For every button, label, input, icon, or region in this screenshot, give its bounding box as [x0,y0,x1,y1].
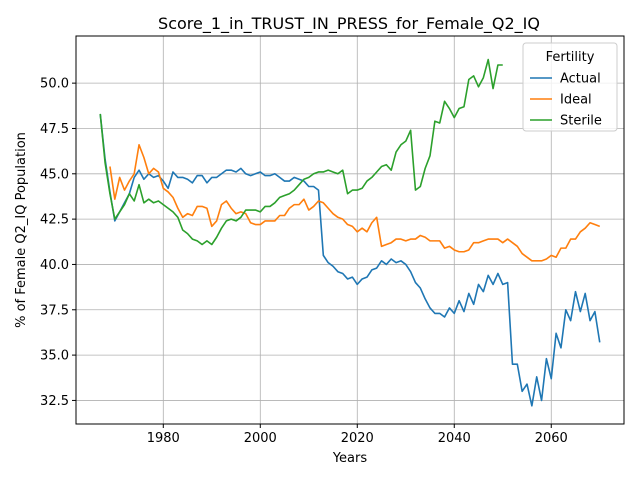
y-tick-label: 45.0 [40,167,69,182]
y-tick-label: 47.5 [40,122,69,137]
y-axis-ticks: 32.5 35.0 37.5 40.0 42.5 45.0 47.5 50.0 [40,77,76,409]
legend-label-sterile: Sterile [560,114,602,129]
legend-title: Fertility [546,50,595,65]
y-axis-label: % of Female Q2_IQ Population [14,132,29,328]
y-tick-label: 50.0 [40,77,69,92]
x-tick-label: 2040 [438,431,471,446]
legend-label-actual: Actual [560,72,601,87]
x-axis-label: Years [332,451,368,466]
x-axis-ticks: 1980 2000 2020 2040 2060 [147,424,568,446]
legend: Fertility Actual Ideal Sterile [522,42,618,132]
y-tick-label: 42.5 [40,213,69,228]
x-tick-label: 1980 [147,431,180,446]
y-tick-label: 32.5 [40,394,69,409]
y-tick-label: 35.0 [40,349,69,364]
series-lines [99,58,601,407]
legend-label-ideal: Ideal [560,93,592,108]
x-tick-label: 2020 [341,431,374,446]
series-line-actual [99,113,601,407]
chart-title: Score_1_in_TRUST_IN_PRESS_for_Female_Q2_… [158,14,540,34]
y-tick-label: 37.5 [40,303,69,318]
series-line-ideal [109,143,601,262]
y-tick-label: 40.0 [40,258,69,273]
legend-box [522,42,618,132]
series-line-sterile [99,58,503,246]
x-tick-label: 2000 [244,431,277,446]
plot-area-frame [75,35,625,425]
x-tick-label: 2060 [535,431,568,446]
